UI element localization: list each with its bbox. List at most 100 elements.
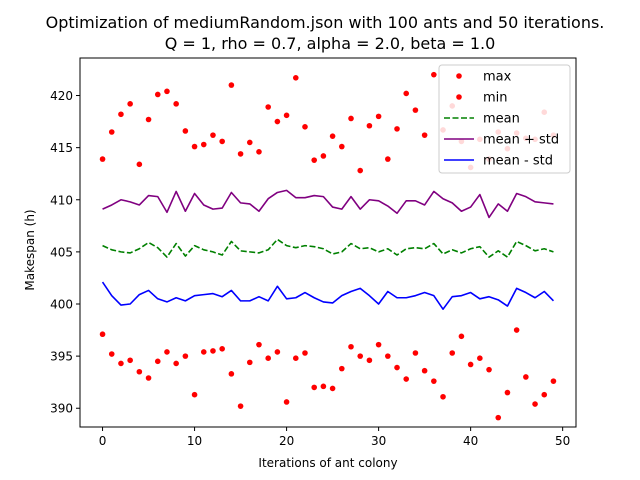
point-max xyxy=(136,161,143,168)
point-min xyxy=(145,375,152,381)
point-min xyxy=(550,378,557,384)
point-min xyxy=(118,360,124,367)
legend-label-mean-std: mean - std xyxy=(483,154,553,169)
point-min xyxy=(265,355,271,362)
point-min xyxy=(357,353,364,359)
plot-area xyxy=(99,71,557,421)
point-min xyxy=(136,368,143,375)
point-min xyxy=(532,401,538,407)
point-max xyxy=(219,138,225,145)
point-min xyxy=(173,360,179,367)
point-max xyxy=(339,143,345,150)
y-axis-label: Makespan (h) xyxy=(23,209,37,290)
point-min xyxy=(274,349,281,355)
point-min xyxy=(246,359,253,366)
point-min xyxy=(237,403,244,409)
point-max xyxy=(421,132,428,138)
point-max xyxy=(228,82,235,88)
point-max xyxy=(210,132,216,138)
point-min xyxy=(449,350,456,356)
x-tick-label: 20 xyxy=(279,434,294,448)
chart-title-line-1: Optimization of mediumRandom.json with 1… xyxy=(46,13,605,32)
point-min xyxy=(513,327,520,333)
point-min xyxy=(394,364,400,371)
y-tick-label: 405 xyxy=(50,245,73,259)
axes-frame xyxy=(79,57,577,428)
x-tick-label: 40 xyxy=(463,434,478,448)
point-min xyxy=(467,361,474,368)
point-max xyxy=(274,118,281,125)
point-min xyxy=(486,366,492,373)
point-max xyxy=(329,133,336,139)
point-min xyxy=(283,399,290,405)
point-max xyxy=(292,75,299,81)
line-mean-std xyxy=(102,189,554,219)
point-max xyxy=(108,129,115,135)
point-max xyxy=(357,167,364,174)
point-max xyxy=(256,149,262,155)
point-min xyxy=(375,341,382,348)
legend-marker-min xyxy=(456,94,462,100)
point-max xyxy=(182,128,189,134)
point-min xyxy=(339,365,345,372)
legend-label-max: max xyxy=(483,70,512,85)
point-min xyxy=(477,355,483,362)
point-min xyxy=(191,391,198,398)
point-min xyxy=(219,346,225,352)
point-max xyxy=(145,116,152,123)
point-max xyxy=(265,104,271,110)
x-tick-label: 0 xyxy=(99,434,107,448)
point-max xyxy=(320,153,327,159)
point-min xyxy=(228,371,235,377)
point-min xyxy=(108,351,115,357)
point-min xyxy=(412,350,419,356)
point-max xyxy=(348,115,354,122)
x-tick-label: 50 xyxy=(555,434,570,448)
y-tick-label: 390 xyxy=(50,402,73,416)
point-min xyxy=(403,376,410,382)
legend-marker-max xyxy=(456,73,462,79)
point-min xyxy=(458,333,465,340)
chart-title-line-2: Q = 1, rho = 0.7, alpha = 2.0, beta = 1.… xyxy=(165,34,496,53)
point-max xyxy=(127,101,133,107)
line-mean-std xyxy=(101,281,555,311)
point-max xyxy=(99,156,106,162)
point-min xyxy=(385,353,391,359)
point-min xyxy=(99,331,106,338)
point-max xyxy=(366,122,373,129)
y-tick-label: 420 xyxy=(50,89,73,103)
legend: max min mean mean + std mean - std xyxy=(438,64,571,174)
point-max xyxy=(154,91,161,98)
point-min xyxy=(504,389,511,396)
point-max xyxy=(375,113,382,120)
point-max xyxy=(385,156,391,162)
point-min xyxy=(182,353,189,359)
point-min xyxy=(200,349,207,355)
point-max xyxy=(302,124,308,130)
point-min xyxy=(366,357,373,364)
point-max xyxy=(403,90,410,97)
x-tick-label: 10 xyxy=(187,434,202,448)
point-max xyxy=(118,111,124,118)
legend-label-mean-std: mean + std xyxy=(483,133,559,148)
point-min xyxy=(210,348,216,354)
x-tick-label: 30 xyxy=(371,434,386,448)
point-min xyxy=(154,358,161,365)
point-max xyxy=(412,107,419,113)
point-min xyxy=(256,341,262,348)
y-tick-label: 400 xyxy=(50,298,73,312)
point-min xyxy=(127,357,133,364)
point-min xyxy=(440,393,446,400)
point-min xyxy=(421,367,428,374)
point-max xyxy=(283,112,290,119)
point-min xyxy=(320,383,327,390)
point-max xyxy=(237,151,244,157)
x-axis-label: Iterations of ant colony xyxy=(258,456,397,470)
point-min xyxy=(164,349,170,355)
point-max xyxy=(246,139,253,146)
point-max xyxy=(191,143,198,150)
y-tick-label: 415 xyxy=(50,141,73,155)
line-mean xyxy=(102,238,554,258)
point-min xyxy=(329,385,336,392)
